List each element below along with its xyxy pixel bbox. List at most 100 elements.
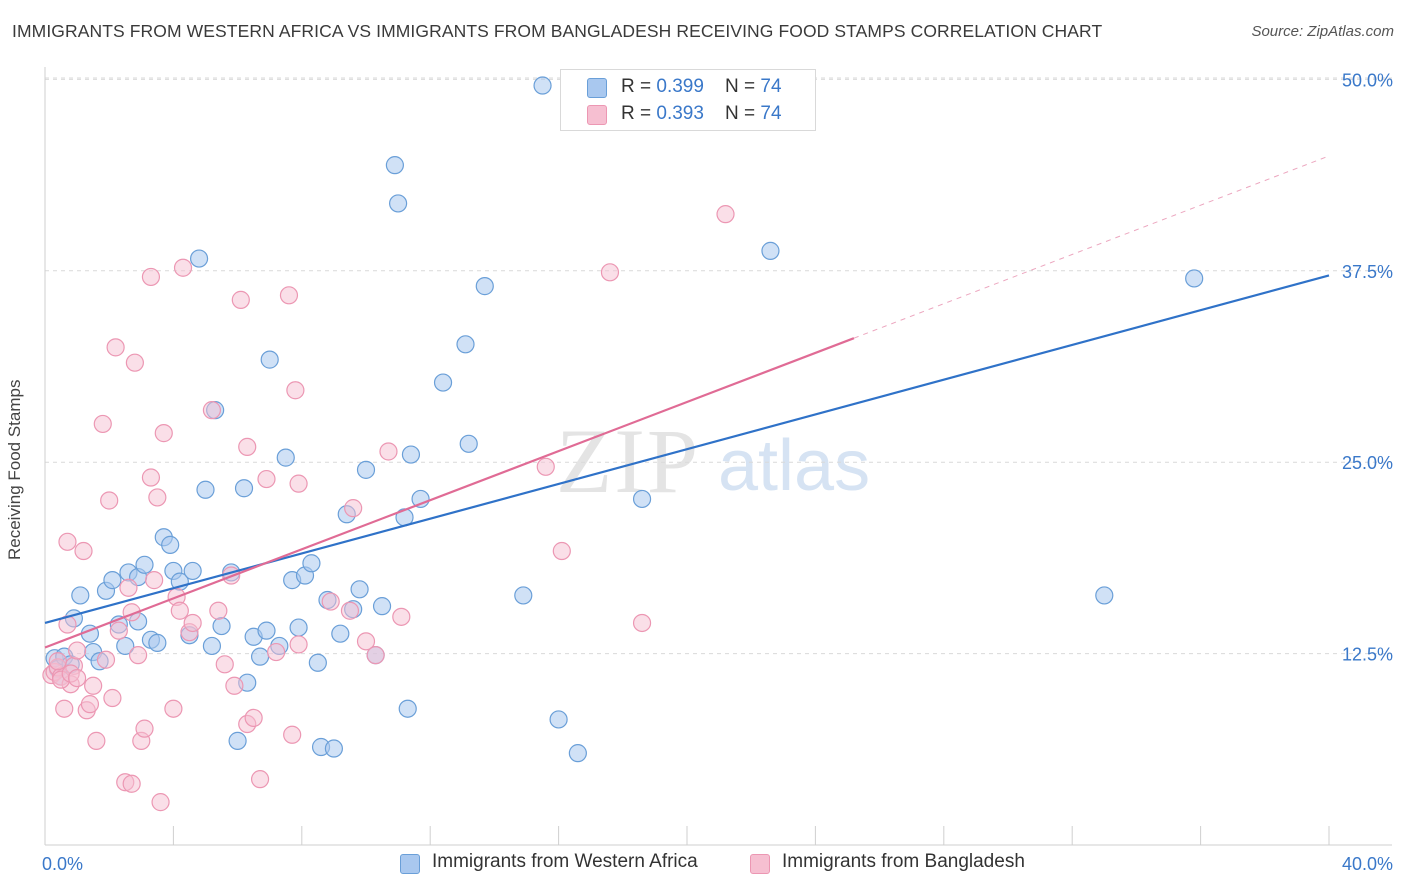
trend-lines xyxy=(44,155,1330,649)
data-point-western-africa xyxy=(202,636,222,656)
data-point-western-africa xyxy=(257,621,276,640)
data-point-bangladesh xyxy=(67,641,87,660)
r-label: R = xyxy=(621,103,657,124)
tick-labels: 12.5% 25.0% 37.5% 50.0% 0.0% 40.0% xyxy=(42,70,1393,874)
trend-line-bangladesh xyxy=(44,337,855,649)
data-point-western-africa xyxy=(398,699,417,718)
data-point-bangladesh xyxy=(87,731,106,750)
data-point-western-africa xyxy=(116,636,135,656)
r-value: 0.399 xyxy=(656,76,704,97)
data-point-bangladesh xyxy=(209,601,228,620)
data-point-bangladesh xyxy=(536,457,555,476)
data-point-western-africa xyxy=(331,624,350,643)
data-point-western-africa xyxy=(161,535,180,554)
data-point-bangladesh xyxy=(125,353,144,372)
data-point-bangladesh xyxy=(289,474,308,493)
data-point-western-africa xyxy=(228,731,247,750)
data-point-bangladesh xyxy=(244,708,263,728)
legend-swatch-pink xyxy=(587,105,607,125)
n-label: N = xyxy=(725,76,761,97)
data-point-bangladesh xyxy=(238,437,257,456)
data-point-bangladesh xyxy=(716,205,735,224)
data-point-western-africa xyxy=(356,460,376,479)
data-point-bangladesh xyxy=(379,442,398,461)
data-point-bangladesh xyxy=(250,770,270,789)
legend-swatch-blue xyxy=(400,854,420,874)
source-label: Source: ZipAtlas.com xyxy=(1251,23,1394,40)
data-point-bangladesh xyxy=(103,688,122,708)
y-tick-label: 25.0% xyxy=(1342,453,1393,473)
data-point-bangladesh xyxy=(164,699,183,718)
legend-swatch-blue xyxy=(587,78,607,98)
data-point-bangladesh xyxy=(141,468,161,487)
data-point-bangladesh xyxy=(202,401,222,420)
data-point-western-africa xyxy=(135,555,154,574)
data-point-western-africa xyxy=(250,647,270,666)
data-point-western-africa xyxy=(533,76,552,95)
data-point-bangladesh xyxy=(154,424,173,443)
n-value: 74 xyxy=(760,103,782,124)
data-point-bangladesh xyxy=(183,613,202,633)
data-point-western-africa xyxy=(289,618,308,637)
data-point-bangladesh xyxy=(366,646,385,665)
x-tick-label: 40.0% xyxy=(1342,854,1393,874)
data-point-bangladesh xyxy=(119,578,138,597)
watermark-atlas: atlas xyxy=(718,426,870,506)
data-point-bangladesh xyxy=(231,290,250,309)
data-point-western-africa xyxy=(1185,269,1204,288)
y-tick-label: 12.5% xyxy=(1342,645,1393,665)
n-label: N = xyxy=(725,103,761,124)
data-point-bangladesh xyxy=(141,267,161,287)
data-point-western-africa xyxy=(212,616,231,636)
data-point-western-africa xyxy=(433,373,453,392)
data-point-western-africa xyxy=(389,194,408,213)
data-point-bangladesh xyxy=(283,725,302,744)
data-point-bangladesh xyxy=(151,793,170,812)
data-point-bangladesh xyxy=(340,601,360,620)
data-point-western-africa xyxy=(385,156,404,175)
legend-label: Immigrants from Western Africa xyxy=(432,851,698,872)
data-point-bangladesh xyxy=(109,621,128,640)
data-point-bangladesh xyxy=(267,642,286,662)
data-point-western-africa xyxy=(148,633,167,652)
r-label: R = xyxy=(621,76,657,97)
y-tick-label: 37.5% xyxy=(1342,262,1393,282)
data-point-bangladesh xyxy=(96,650,116,669)
data-point-bangladesh xyxy=(321,592,340,611)
data-point-bangladesh xyxy=(48,652,67,671)
data-point-western-africa xyxy=(196,480,215,499)
data-point-bangladesh xyxy=(279,286,299,305)
data-point-western-africa xyxy=(183,561,202,581)
axes xyxy=(44,67,1392,846)
data-point-bangladesh xyxy=(170,601,189,620)
data-point-western-africa xyxy=(189,249,209,268)
data-point-western-africa xyxy=(475,277,494,296)
data-point-western-africa xyxy=(514,586,533,605)
trend-line-western-africa xyxy=(44,274,1330,625)
data-point-western-africa xyxy=(549,710,568,729)
data-point-bangladesh xyxy=(257,469,276,489)
data-point-western-africa xyxy=(71,586,90,605)
legend-label: Immigrants from Bangladesh xyxy=(782,851,1025,872)
data-point-bangladesh xyxy=(135,719,154,738)
data-point-bangladesh xyxy=(106,338,125,357)
data-point-bangladesh xyxy=(145,571,164,590)
data-point-bangladesh xyxy=(552,541,571,561)
data-point-bangladesh xyxy=(128,646,148,665)
data-point-western-africa xyxy=(324,739,343,758)
data-point-western-africa xyxy=(456,335,475,354)
data-point-western-africa xyxy=(761,241,780,260)
data-point-western-africa xyxy=(350,580,369,599)
data-point-western-africa xyxy=(260,350,279,369)
data-point-bangladesh xyxy=(67,668,87,688)
data-point-bangladesh xyxy=(392,607,411,626)
data-point-western-africa xyxy=(276,448,295,467)
x-tick-label: 0.0% xyxy=(42,854,83,874)
correlation-legend: R = 0.399 N = 74 R = 0.393 N = 74 xyxy=(560,69,816,131)
data-point-bangladesh xyxy=(600,263,620,282)
legend-swatch-pink xyxy=(750,854,770,874)
data-point-western-africa xyxy=(459,434,478,453)
data-point-bangladesh xyxy=(58,532,77,551)
data-point-bangladesh xyxy=(80,695,100,714)
